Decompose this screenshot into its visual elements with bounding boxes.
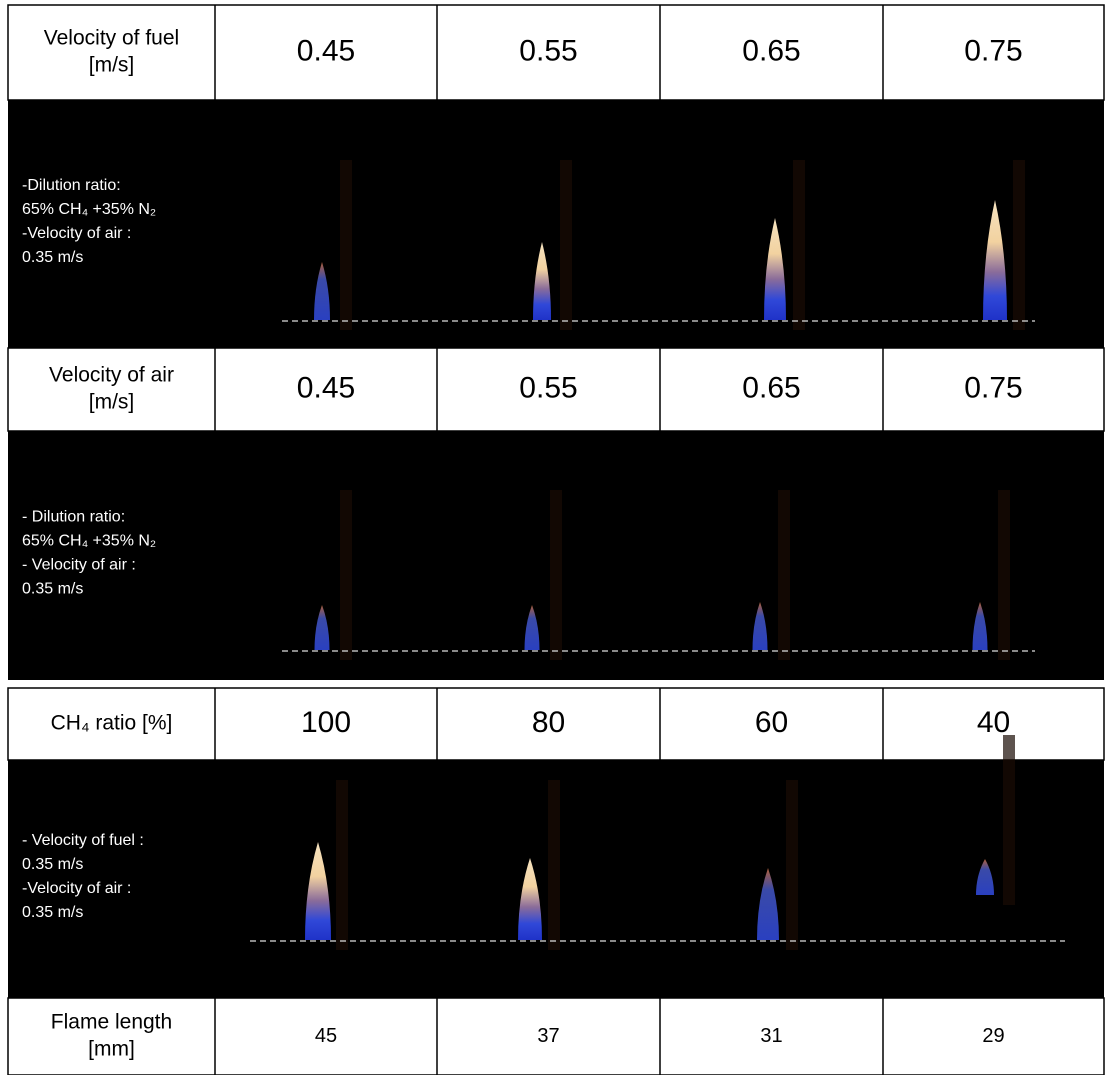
- flame: [305, 842, 331, 940]
- row-background: [7, 997, 1105, 1076]
- row-label: Velocity of fuel: [44, 27, 179, 50]
- row-label: CH₄ ratio [%]: [51, 712, 173, 735]
- cell-value: 80: [532, 706, 565, 739]
- flame: [524, 605, 540, 650]
- flame: [533, 242, 551, 320]
- burner-tube: [1003, 735, 1015, 905]
- condition-text: -Dilution ratio:: [22, 177, 121, 194]
- condition-text: - Velocity of fuel :: [22, 832, 144, 849]
- flame: [976, 859, 994, 895]
- burner-tube: [998, 490, 1010, 660]
- cell-value: 0.55: [519, 371, 577, 404]
- burner-tube: [548, 780, 560, 950]
- burner-tube: [340, 160, 352, 330]
- cell-value: 0.65: [742, 371, 800, 404]
- flame: [757, 868, 779, 940]
- cell-value: 40: [977, 706, 1010, 739]
- cell-value: 0.75: [964, 34, 1022, 67]
- flame: [518, 858, 542, 940]
- burner-tube: [550, 490, 562, 660]
- cell-value: 100: [301, 706, 351, 739]
- cell-value: 29: [982, 1025, 1004, 1047]
- condition-text: 0.35 m/s: [22, 856, 83, 873]
- flame: [764, 218, 786, 320]
- condition-text: 0.35 m/s: [22, 904, 83, 921]
- condition-text: 65% CH₄ +35% N₂: [22, 201, 156, 218]
- row-label: Flame length: [51, 1011, 172, 1034]
- burner-tube: [560, 160, 572, 330]
- flame: [983, 200, 1007, 320]
- row-label: [m/s]: [89, 54, 135, 77]
- cell-value: 0.65: [742, 34, 800, 67]
- burner-tube: [786, 780, 798, 950]
- flame: [972, 602, 988, 650]
- condition-text: - Velocity of air :: [22, 557, 136, 574]
- condition-text: -Velocity of air :: [22, 225, 131, 242]
- condition-text: - Dilution ratio:: [22, 509, 125, 526]
- condition-text: -Velocity of air :: [22, 880, 131, 897]
- row-background: [7, 687, 1105, 761]
- condition-text: 65% CH₄ +35% N₂: [22, 533, 156, 550]
- cell-value: 31: [760, 1025, 782, 1047]
- cell-value: 60: [755, 706, 788, 739]
- row-label: [m/s]: [89, 391, 135, 414]
- flame: [314, 262, 330, 320]
- flame: [752, 602, 768, 650]
- row-label: Velocity of air: [49, 364, 174, 387]
- flame: [314, 605, 330, 650]
- burner-tube: [336, 780, 348, 950]
- row-background: [7, 4, 1105, 101]
- burner-tube: [1013, 160, 1025, 330]
- row-label: [mm]: [88, 1038, 135, 1061]
- cell-value: 0.75: [964, 371, 1022, 404]
- photo-background: [8, 100, 1104, 348]
- cell-value: 0.55: [519, 34, 577, 67]
- burner-tube: [793, 160, 805, 330]
- burner-tube: [778, 490, 790, 660]
- burner-tube: [340, 490, 352, 660]
- cell-value: 45: [315, 1025, 337, 1047]
- cell-value: 0.45: [297, 371, 355, 404]
- condition-text: 0.35 m/s: [22, 249, 83, 266]
- cell-value: 0.45: [297, 34, 355, 67]
- cell-value: 37: [537, 1025, 559, 1047]
- condition-text: 0.35 m/s: [22, 581, 83, 598]
- row-background: [7, 347, 1105, 432]
